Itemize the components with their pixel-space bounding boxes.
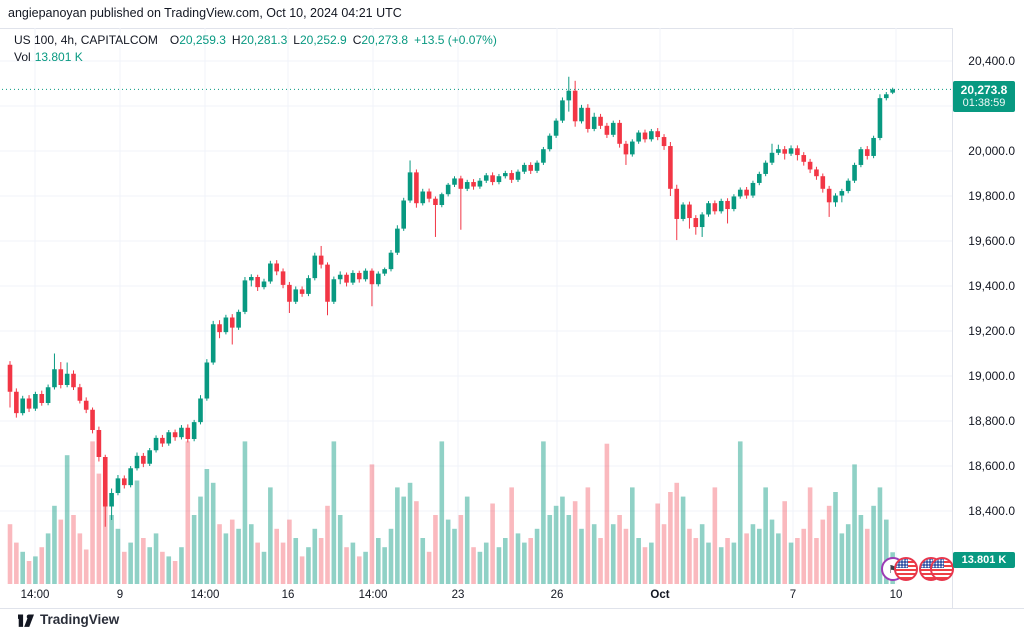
time-axis-label: 16 (281, 589, 295, 601)
time-axis[interactable]: 14:00 9 14:00 16 14:00 23 26 Oct 7 10 (0, 585, 1024, 609)
price-axis-label: 18,400.0 (968, 504, 1015, 518)
symbol-title[interactable]: US 100, 4h, CAPITALCOM (14, 33, 158, 47)
price-axis-label: 18,600.0 (968, 459, 1015, 473)
symbol-legend: US 100, 4h, CAPITALCOM O20,259.3 H20,281.3… (14, 33, 497, 65)
chart-area[interactable] (0, 28, 1024, 609)
time-axis-label: 14:00 (358, 589, 388, 601)
us-flag-event-icon[interactable] (894, 557, 918, 581)
change-value: +13.5 (+0.07%) (414, 33, 497, 47)
volume-series (7, 441, 895, 584)
price-axis-label: 19,600.0 (968, 234, 1015, 248)
price-axis-label: 20,400.0 (968, 54, 1015, 68)
open-value: 20,259.3 (179, 33, 226, 47)
price-axis[interactable]: 20,400.0 20,000.0 19,800.0 19,600.0 19,400.0… (952, 28, 1024, 608)
volume-row: Vol 13.801 K (14, 50, 497, 65)
close-label: C (352, 33, 362, 47)
price-axis-label: 19,400.0 (968, 279, 1015, 293)
price-axis-label: 19,200.0 (968, 324, 1015, 338)
flag-glyph-icon: ⚑ (888, 563, 898, 576)
candlestick-chart[interactable] (0, 28, 1024, 608)
time-axis-label: 9 (116, 589, 124, 601)
tradingview-brand-text: TradingView (40, 612, 120, 627)
time-axis-label: 7 (789, 589, 797, 601)
time-axis-label: 26 (550, 589, 564, 601)
tradingview-attribution[interactable]: TradingView (18, 612, 119, 627)
time-axis-label: Oct (650, 589, 670, 601)
volume-badge: 13.801 K (953, 552, 1015, 568)
price-axis-label: 20,000.0 (968, 144, 1015, 158)
price-axis-label: 19,800.0 (968, 189, 1015, 203)
volume-value: 13.801 K (34, 50, 83, 64)
us-flag-event-icon[interactable] (930, 557, 954, 581)
high-label: H (231, 33, 241, 47)
candlestick-series (7, 76, 895, 527)
price-axis-label: 19,000.0 (968, 369, 1015, 383)
ohlc-row: US 100, 4h, CAPITALCOM O20,259.3 H20,281.3… (14, 33, 497, 48)
time-axis-label: 14:00 (20, 589, 50, 601)
time-axis-label: 23 (451, 589, 465, 601)
low-value: 20,252.9 (299, 33, 347, 47)
high-value: 20,281.3 (240, 33, 288, 47)
time-axis-label: 14:00 (190, 589, 220, 601)
last-price-value: 20,273.8 (960, 83, 1008, 98)
close-value: 20,273.8 (361, 33, 409, 47)
low-label: L (293, 33, 300, 47)
time-axis-label: 10 (889, 589, 903, 601)
bar-countdown: 01:38:59 (962, 97, 1006, 110)
last-price-badge: 20,273.8 01:38:59 (953, 81, 1015, 113)
attribution-text: angiepanoyan published on TradingView.co… (8, 6, 402, 20)
price-axis-label: 18,800.0 (968, 414, 1015, 428)
volume-label: Vol (14, 50, 31, 64)
open-label: O (169, 33, 180, 47)
tradingview-logo-icon (18, 613, 34, 627)
